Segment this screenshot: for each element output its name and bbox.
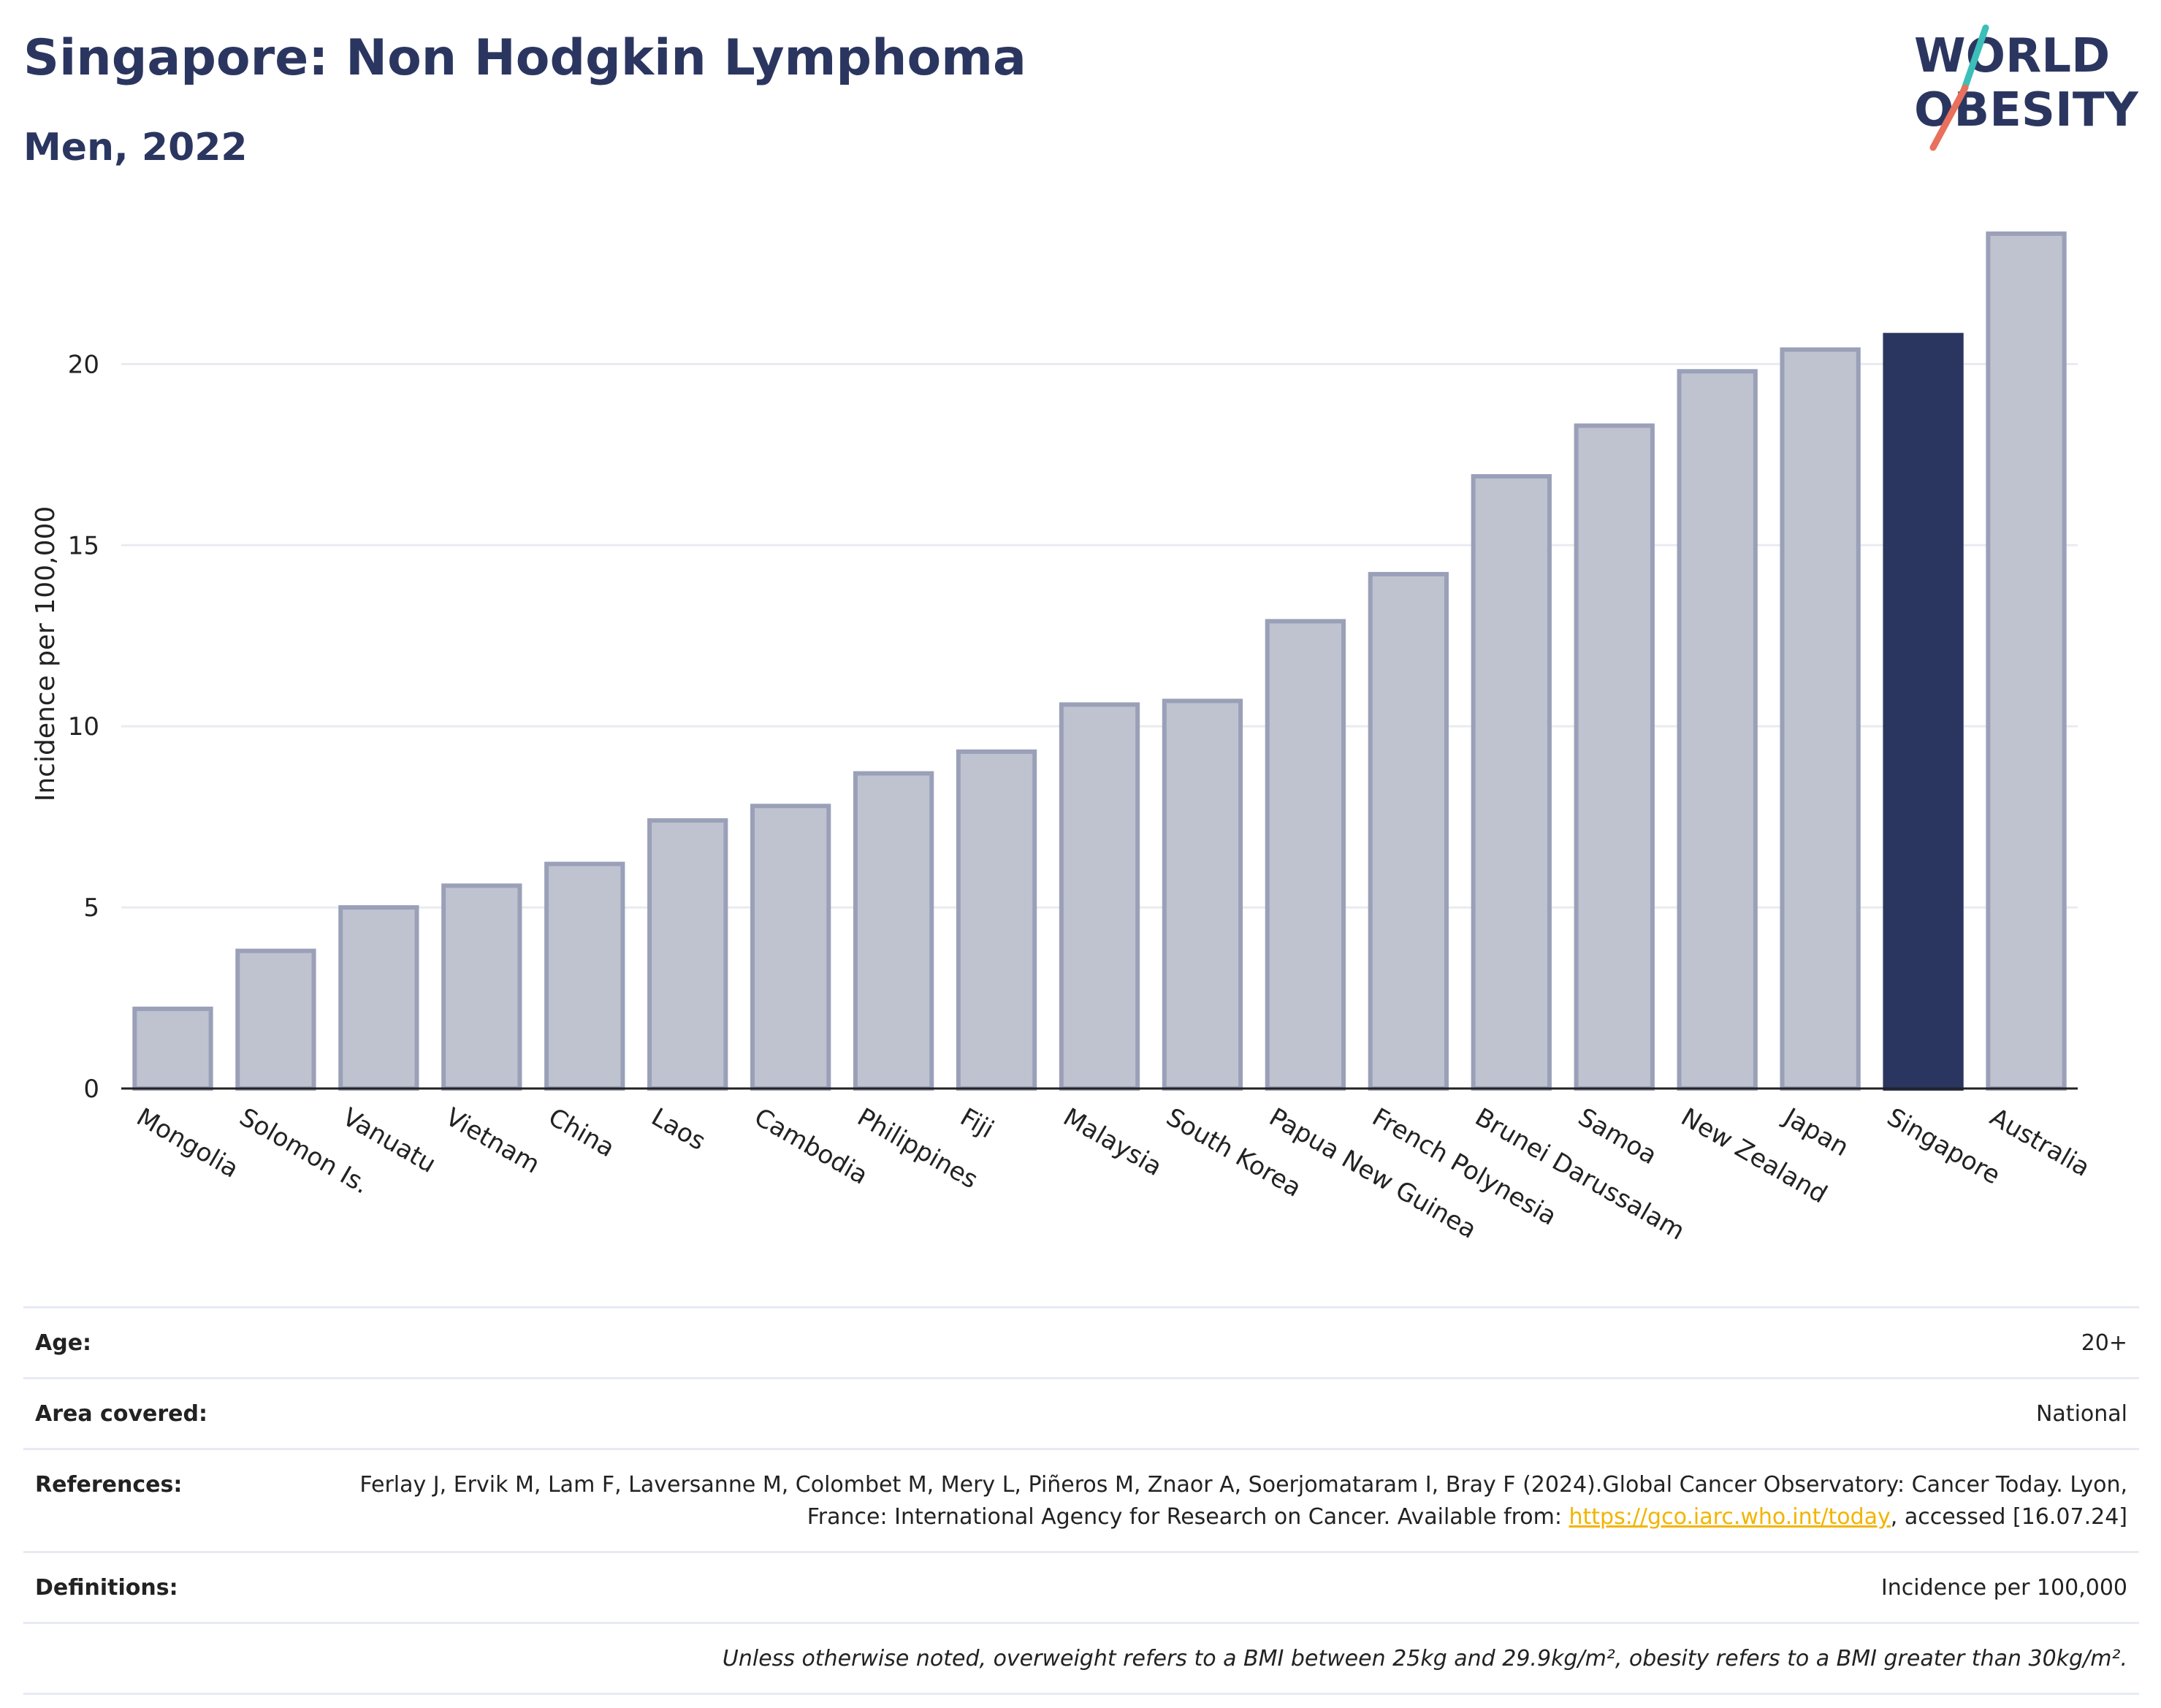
y-tick-label: 0 — [83, 1075, 99, 1104]
definitions-value: Incidence per 100,000 — [339, 1551, 2139, 1623]
page-title: Singapore: Non Hodgkin Lymphoma — [23, 29, 1026, 87]
x-tick-label: Vietnam — [441, 1102, 545, 1180]
bar — [441, 883, 522, 1091]
x-tick-label: Cambodia — [750, 1102, 873, 1191]
references-text: Ferlay J, Ervik M, Lam F, Laversanne M, … — [359, 1472, 2127, 1530]
x-tick-label: Japan — [1777, 1102, 1853, 1162]
details-table: Age: 20+ Area covered: National Referenc… — [23, 1306, 2139, 1695]
world-obesity-logo: WORLD OBESITY — [1914, 24, 2138, 151]
bar — [1677, 369, 1758, 1091]
logo-slash-teal — [1960, 24, 1989, 94]
area-value: National — [339, 1377, 2139, 1449]
area-label: Area covered: — [23, 1377, 339, 1449]
bar — [1368, 571, 1449, 1091]
bar — [1162, 698, 1243, 1091]
bar — [647, 818, 728, 1091]
references-row: References: Ferlay J, Ervik M, Lam F, La… — [23, 1448, 2139, 1552]
y-tick-label: 15 — [68, 531, 99, 560]
bar — [544, 861, 625, 1091]
y-tick-label: 5 — [83, 893, 99, 923]
x-tick-label: Fiji — [956, 1102, 999, 1144]
x-tick-label: Singapore — [1882, 1102, 2005, 1190]
bmi-note: Unless otherwise noted, overweight refer… — [23, 1622, 2139, 1695]
definitions-label: Definitions: — [23, 1551, 339, 1623]
bar — [338, 905, 419, 1091]
bar — [1780, 347, 1861, 1091]
references-suffix: , accessed [16.07.24] — [1890, 1504, 2127, 1530]
references-link[interactable]: https://gco.iarc.who.int/today — [1569, 1504, 1891, 1530]
bar — [1265, 619, 1346, 1091]
bar — [1471, 474, 1552, 1091]
x-tick-label: Malaysia — [1059, 1102, 1167, 1182]
area-row: Area covered: National — [23, 1377, 2139, 1449]
y-tick-label: 20 — [68, 350, 99, 379]
y-tick-label: 10 — [68, 712, 99, 741]
references-label: References: — [23, 1448, 339, 1552]
definitions-row: Definitions: Incidence per 100,000 — [23, 1551, 2139, 1623]
x-tick-label: China — [544, 1102, 620, 1163]
bar — [1059, 702, 1140, 1091]
bar — [750, 804, 831, 1091]
bar — [853, 771, 934, 1091]
y-axis-label: Incidence per 100,000 — [31, 506, 61, 802]
bar — [132, 1006, 213, 1091]
bar — [1883, 332, 1964, 1091]
references-value: Ferlay J, Ervik M, Lam F, Laversanne M, … — [339, 1448, 2139, 1552]
age-label: Age: — [23, 1306, 339, 1379]
age-row: Age: 20+ — [23, 1306, 2139, 1379]
logo-line-world: WORLD — [1914, 29, 2110, 83]
logo-slash-coral — [1929, 84, 1969, 151]
bar — [235, 948, 316, 1091]
bar — [1574, 423, 1655, 1091]
note-row: Unless otherwise noted, overweight refer… — [23, 1622, 2139, 1695]
x-tick-label: Mongolia — [132, 1102, 243, 1184]
bar — [956, 749, 1037, 1091]
x-tick-label: Laos — [647, 1102, 711, 1156]
bar — [1986, 231, 2067, 1091]
page-subtitle: Men, 2022 — [23, 126, 248, 169]
age-value: 20+ — [339, 1306, 2139, 1379]
